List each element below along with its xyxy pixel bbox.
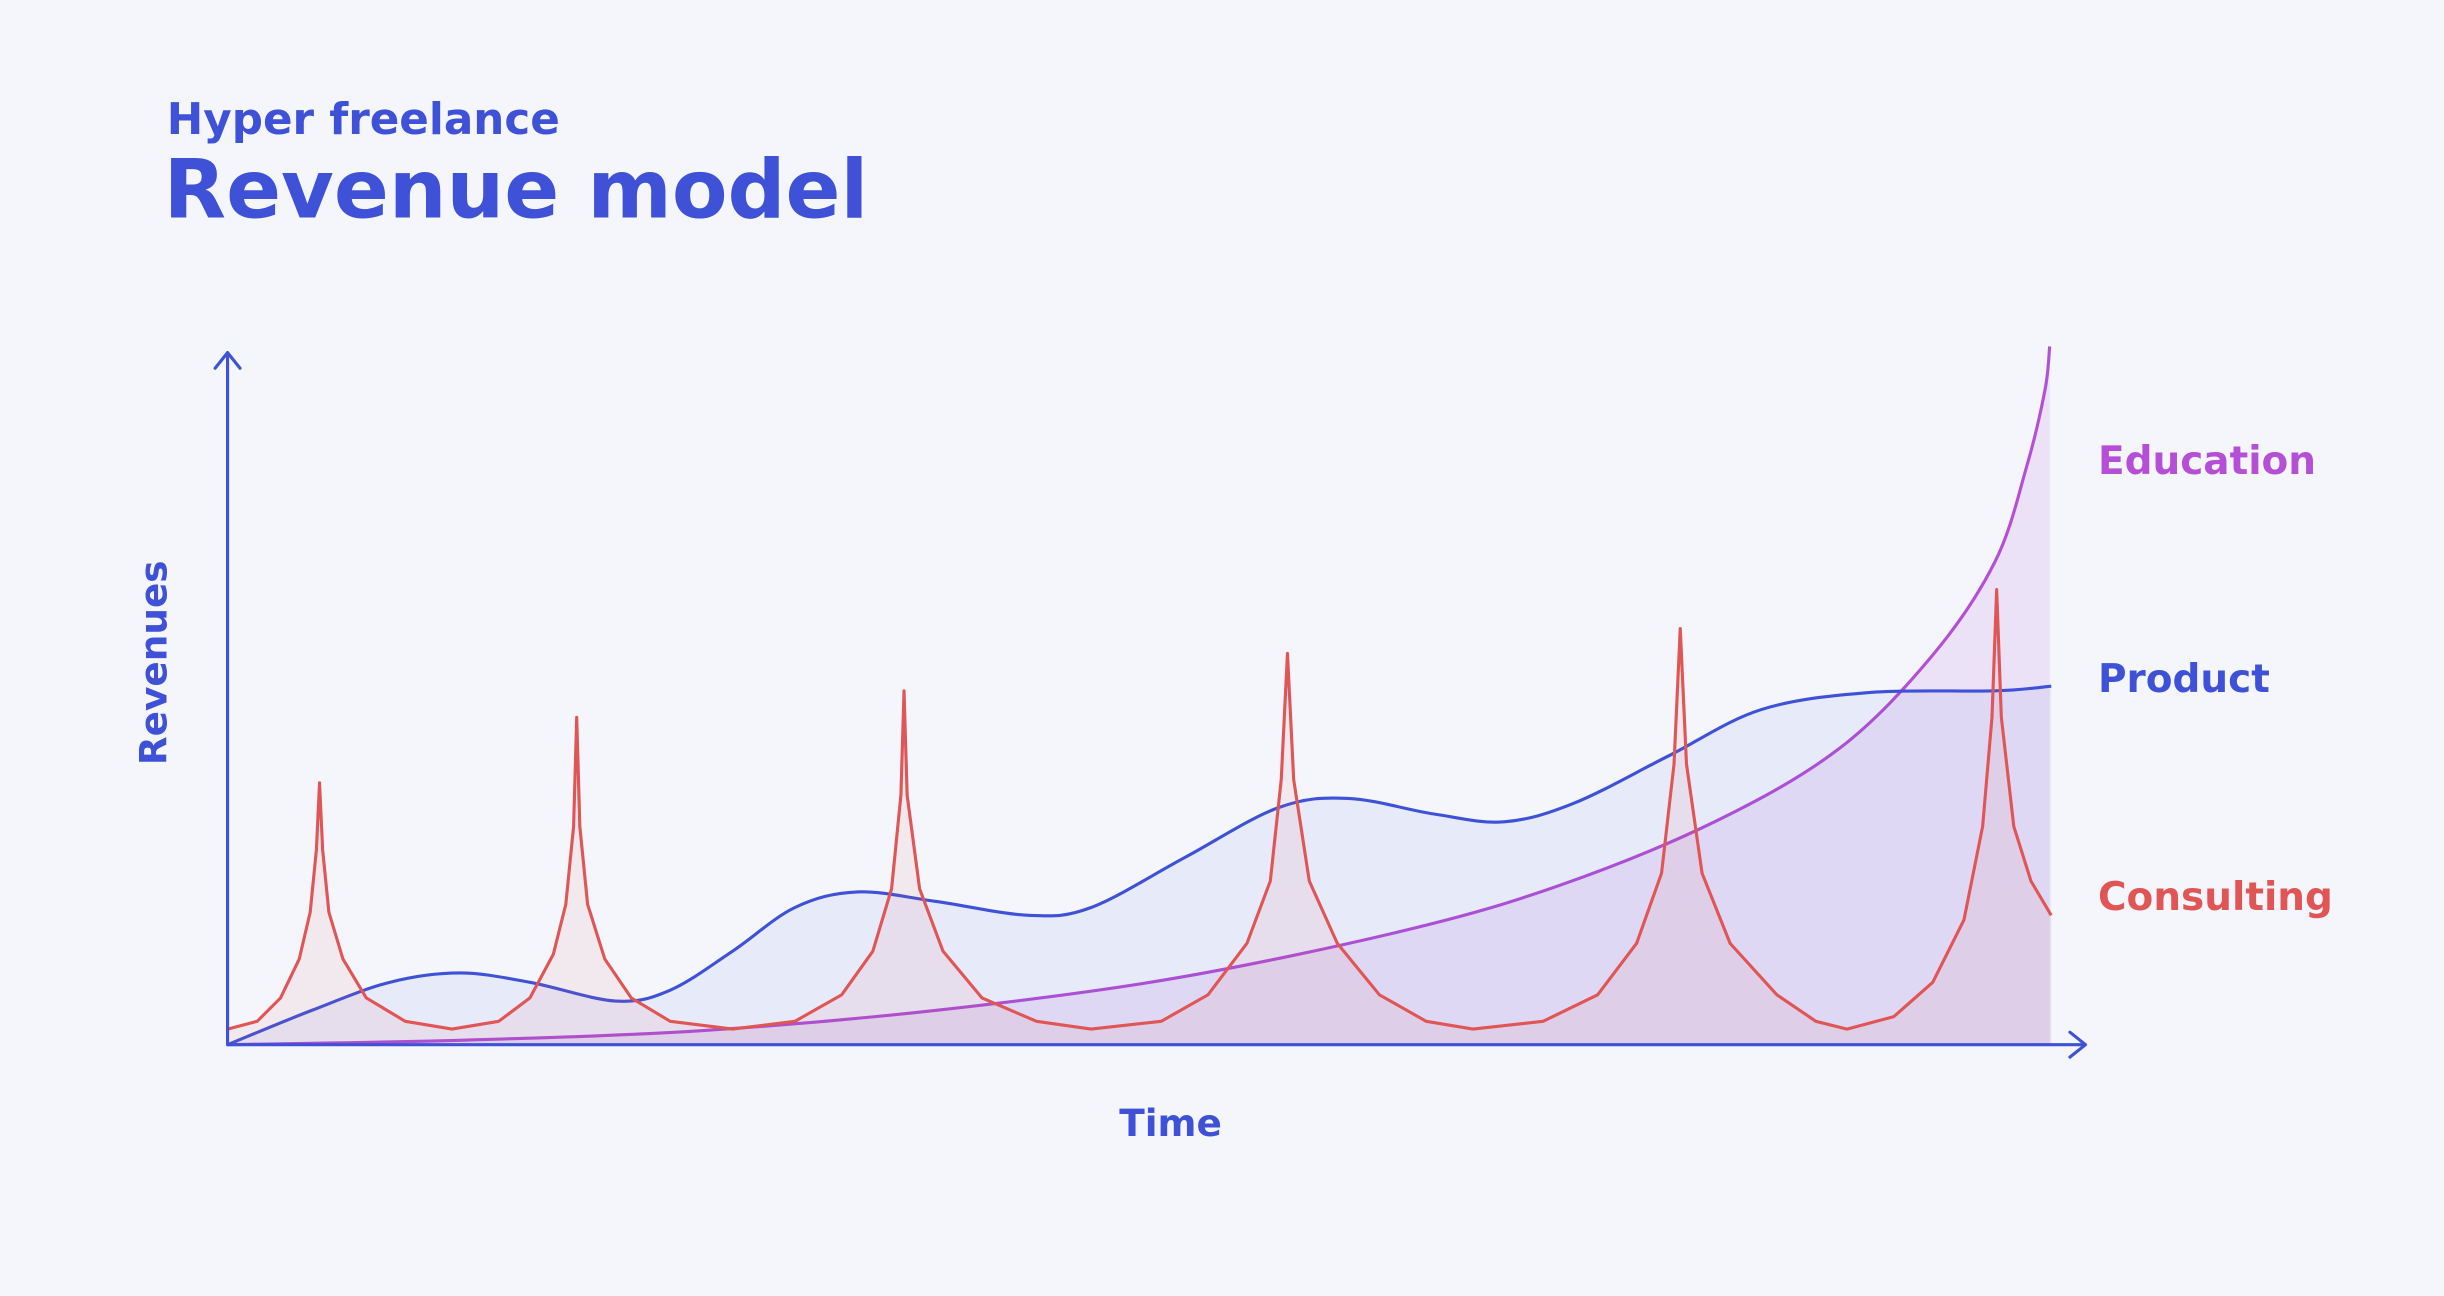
area-fill: [227, 589, 2052, 1045]
y-axis-label: Revenues: [131, 560, 175, 765]
line: [227, 587, 2053, 1031]
line: [226, 684, 2052, 1047]
legend: Education Product Consulting: [2098, 439, 2333, 920]
legend-label: Consulting: [2098, 875, 2333, 920]
chart-subtitle: Hyper freelance: [167, 94, 560, 145]
y-axis-arrow: [213, 351, 242, 370]
chart-title: Revenue model: [164, 144, 869, 238]
x-axis-label: Time: [1119, 1101, 1222, 1145]
line: [227, 346, 2052, 1047]
legend-label: Product: [2098, 657, 2270, 702]
plot-area: [226, 346, 2053, 1047]
x-axis-arrow: [2068, 1030, 2088, 1059]
axes: [213, 351, 2088, 1059]
area-fill: [227, 686, 2052, 1045]
area-fill: [227, 346, 2050, 1045]
legend-label: Education: [2098, 439, 2316, 484]
